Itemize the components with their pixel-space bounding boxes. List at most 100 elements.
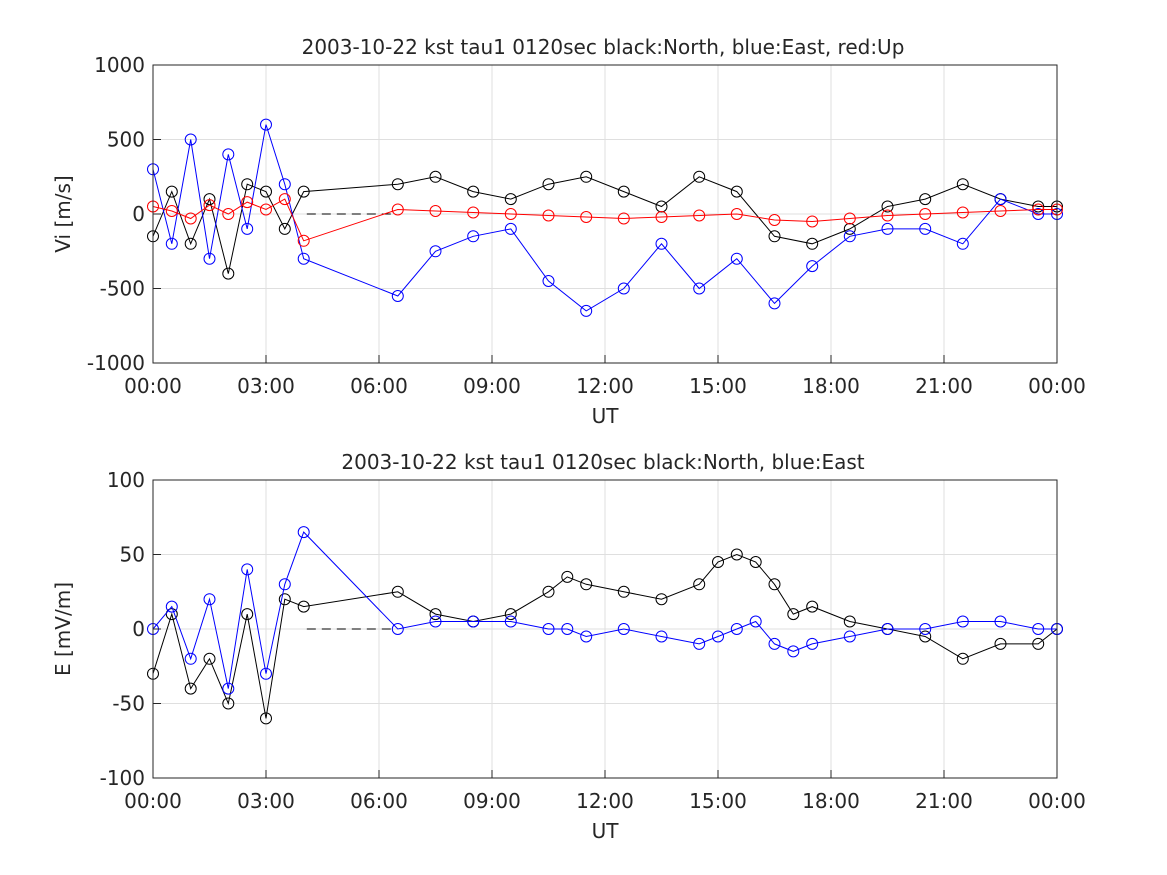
- data-point-up: [542, 209, 555, 222]
- data-point-up: [580, 211, 593, 223]
- data-point-east: [1032, 208, 1045, 220]
- data-point-east: [297, 252, 310, 265]
- data-point-up: [467, 206, 480, 219]
- data-point-north: [429, 170, 442, 183]
- data-point-north: [241, 178, 254, 191]
- data-point-up: [806, 215, 819, 228]
- x-tick-label: 09:00: [463, 374, 521, 398]
- x-tick-label: 00:00: [124, 374, 182, 398]
- data-point-north: [184, 237, 197, 250]
- data-point-east: [994, 193, 1007, 206]
- data-point-east: [429, 245, 442, 258]
- data-point-up: [278, 193, 291, 206]
- x-tick-label: 21:00: [915, 374, 973, 398]
- data-point-east: [542, 623, 555, 635]
- data-point-east: [203, 252, 216, 265]
- data-point-up: [617, 212, 630, 225]
- y-tick-label: -50: [112, 692, 145, 716]
- data-point-east: [749, 615, 762, 628]
- efield-x-axis-label: UT: [592, 819, 620, 843]
- y-tick-label: 0: [132, 617, 145, 641]
- data-point-east: [504, 615, 517, 628]
- data-point-up: [222, 208, 235, 220]
- data-point-east: [297, 526, 310, 539]
- x-tick-label: 12:00: [576, 789, 634, 813]
- data-point-north: [542, 585, 555, 598]
- velocity-series-group: [147, 118, 1063, 317]
- data-point-up: [994, 205, 1007, 217]
- data-point-east: [278, 578, 291, 591]
- x-tick-label: 18:00: [802, 374, 860, 398]
- data-point-east: [260, 667, 272, 680]
- data-point-north: [429, 608, 442, 621]
- data-point-north: [768, 230, 781, 243]
- data-point-north: [693, 578, 706, 591]
- data-point-north: [919, 193, 932, 206]
- data-point-north: [278, 222, 291, 235]
- data-point-north: [730, 548, 743, 561]
- velocity-panel: 2003-10-22 kst tau1 0120sec black:North,…: [51, 35, 1086, 428]
- data-point-north: [956, 652, 969, 665]
- data-point-up: [241, 196, 254, 209]
- data-point-east: [617, 623, 630, 635]
- series-east: [147, 526, 1063, 695]
- data-point-east: [260, 118, 272, 131]
- x-tick-label: 03:00: [237, 789, 295, 813]
- series-north: [147, 548, 1063, 725]
- data-point-north: [956, 178, 969, 191]
- data-point-east: [467, 615, 480, 628]
- data-point-east: [806, 637, 819, 650]
- y-tick-label: -1000: [87, 351, 145, 375]
- data-point-north: [165, 185, 178, 198]
- data-point-east: [617, 282, 630, 295]
- y-tick-label: 1000: [94, 53, 145, 77]
- series-north: [147, 170, 1063, 280]
- data-point-north: [806, 600, 819, 613]
- data-point-up: [655, 211, 668, 223]
- data-point-up: [203, 199, 216, 212]
- data-point-east: [730, 252, 743, 265]
- data-point-north: [693, 170, 706, 183]
- y-tick-label: 100: [107, 468, 145, 492]
- data-point-north: [1032, 200, 1045, 213]
- data-point-north: [391, 585, 404, 598]
- y-tick-label: -500: [100, 277, 145, 301]
- data-point-east: [222, 148, 235, 161]
- data-point-east: [391, 623, 404, 635]
- data-point-east: [768, 637, 781, 650]
- data-point-east: [881, 623, 894, 635]
- data-point-north: [504, 193, 517, 206]
- y-tick-label: 0: [132, 202, 145, 226]
- data-point-north: [712, 556, 724, 568]
- data-point-east: [956, 237, 969, 250]
- data-point-up: [730, 208, 743, 220]
- data-point-north: [297, 600, 310, 613]
- data-point-east: [241, 222, 254, 235]
- velocity-chart-title: 2003-10-22 kst tau1 0120sec black:North,…: [302, 35, 905, 59]
- data-point-north: [843, 615, 856, 628]
- data-point-east: [712, 630, 724, 643]
- data-point-east: [787, 645, 800, 658]
- data-point-north: [749, 556, 762, 568]
- data-point-north: [806, 237, 819, 250]
- efield-tick-labels: 00:00 03:00 06:00 09:00 12:00 15:00 18:00 21:00…: [100, 468, 1086, 813]
- data-point-north: [994, 637, 1007, 650]
- velocity-tick-labels: 00:00 03:00 06:00 09:00 12:00 15:00 18:00 21:00…: [87, 53, 1086, 398]
- data-point-north: [260, 712, 272, 725]
- data-point-up: [919, 208, 932, 220]
- x-tick-label: 12:00: [576, 374, 634, 398]
- x-tick-label: 15:00: [689, 374, 747, 398]
- series-east: [147, 118, 1063, 317]
- data-point-north: [542, 178, 555, 191]
- series-line-east: [152, 124, 1057, 312]
- x-tick-label: 00:00: [1028, 374, 1086, 398]
- data-point-east: [655, 630, 668, 643]
- data-point-east: [278, 178, 291, 191]
- data-point-north: [881, 200, 894, 213]
- data-point-north: [617, 185, 630, 198]
- series-line-north: [152, 553, 1058, 719]
- data-point-north: [260, 185, 272, 198]
- x-tick-label: 06:00: [350, 374, 408, 398]
- data-point-north: [278, 593, 291, 606]
- data-point-north: [730, 185, 743, 198]
